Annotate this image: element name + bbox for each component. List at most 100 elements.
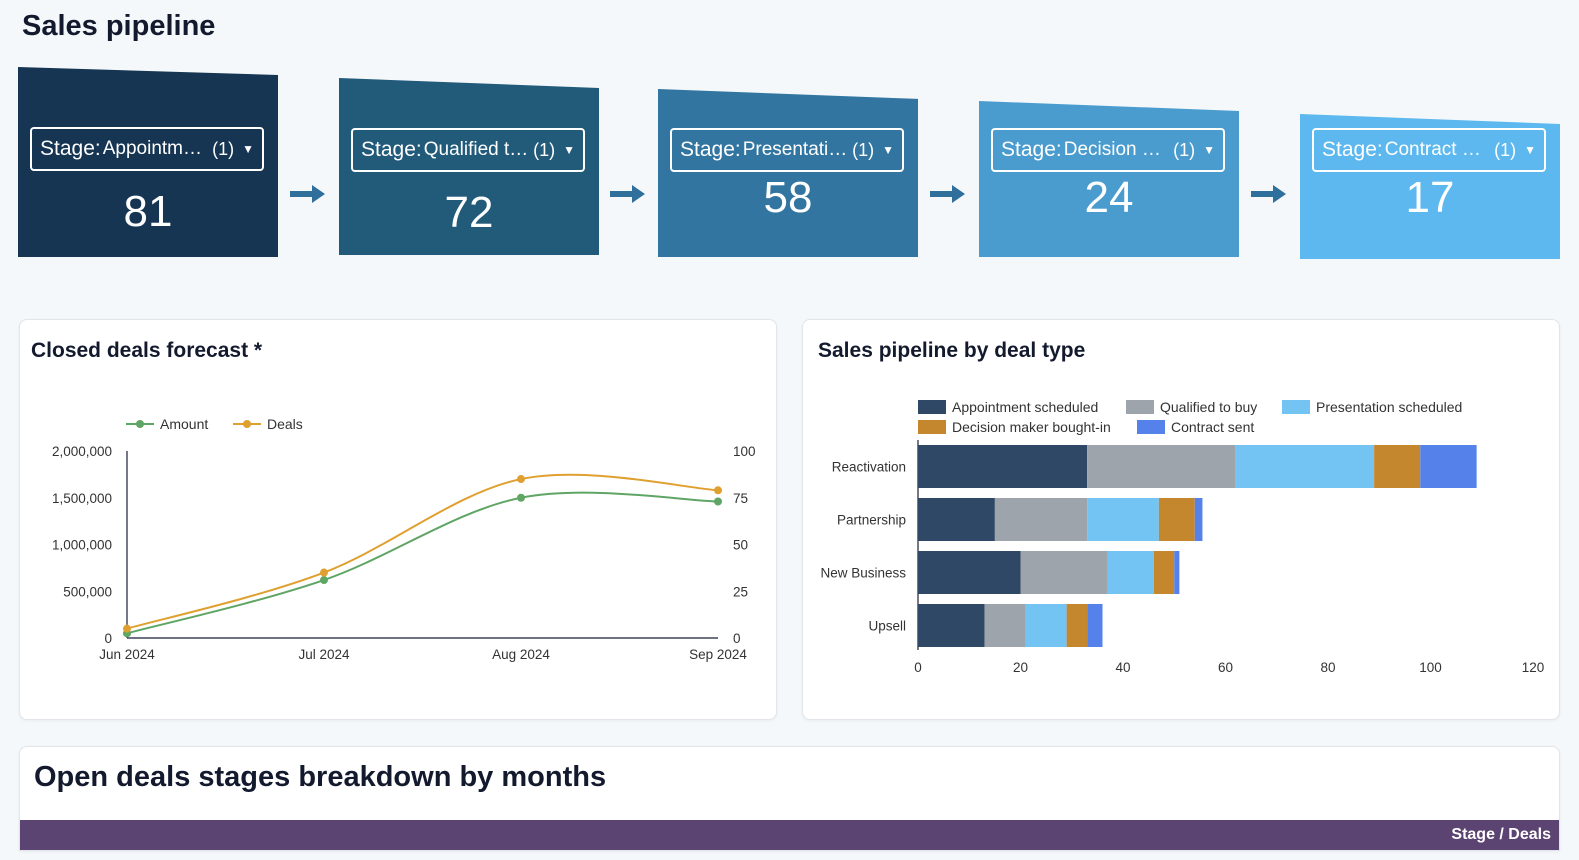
x-tick-label: 80 <box>1320 660 1335 675</box>
stage-card-decision: Stage: Decision … (1) ▼ 24 <box>979 101 1239 257</box>
y-right-tick-label: 0 <box>733 631 741 646</box>
stage-filter-colon: : <box>415 138 422 161</box>
stage-filter-colon: : <box>94 137 101 160</box>
legend-swatch <box>1282 400 1310 414</box>
arrow-right-icon <box>610 185 645 203</box>
deal-type-bar-chart: Appointment scheduled Qualified to buy Pre… <box>820 399 1545 675</box>
bar-segment[interactable] <box>1194 498 1203 541</box>
data-point-deals[interactable] <box>714 486 722 495</box>
legend-item[interactable]: Qualified to buy <box>1126 399 1257 415</box>
data-point-amount[interactable] <box>517 493 525 502</box>
bar-segment[interactable] <box>1087 498 1159 541</box>
stage-filter-colon: : <box>1376 138 1383 161</box>
legend-swatch <box>1137 420 1165 434</box>
legend-marker <box>136 420 144 428</box>
stage-filter-key: Stage <box>1322 138 1377 161</box>
x-tick-label: Jul 2024 <box>298 647 350 662</box>
table-header-stage-deals[interactable]: Stage / Deals <box>20 820 1559 850</box>
legend-item[interactable]: Decision maker bought-in <box>918 419 1111 435</box>
bar-segment[interactable] <box>984 604 1026 647</box>
x-tick-label: Aug 2024 <box>492 647 550 662</box>
forecast-line-chart: Amount Deals 0 500,000 1,000,000 1,500,000 2,0… <box>52 416 756 662</box>
stage-count-value: 24 <box>1084 173 1134 222</box>
open-deals-breakdown-card: Open deals stages breakdown by months St… <box>19 746 1560 851</box>
stage-filter-value: Qualified t… <box>423 139 529 160</box>
stage-filter-colon: : <box>734 138 741 161</box>
bar-segment[interactable] <box>1153 551 1175 594</box>
stage-background <box>18 67 278 257</box>
legend-item-amount[interactable]: Amount <box>126 416 208 432</box>
data-point-deals[interactable] <box>320 568 328 577</box>
bar-segment[interactable] <box>1107 551 1154 594</box>
y-right-tick-label: 50 <box>733 538 748 553</box>
stage-card-appointment: Stage: Appointm… (1) ▼ 81 <box>18 67 278 257</box>
bar-segment[interactable] <box>918 604 985 647</box>
bar-segment[interactable] <box>918 551 1021 594</box>
chevron-down-icon: ▼ <box>1524 143 1536 157</box>
data-point-deals[interactable] <box>123 624 131 633</box>
x-tick-label: Jun 2024 <box>99 647 155 662</box>
bar-segment[interactable] <box>1066 604 1088 647</box>
stage-filter-dropdown[interactable]: Stage: Appointm… (1) ▼ <box>30 127 264 171</box>
data-point-amount[interactable] <box>320 576 328 585</box>
bar-segment[interactable] <box>918 498 995 541</box>
stage-filter-dropdown[interactable]: Stage: Decision … (1) ▼ <box>991 128 1225 172</box>
stage-count-value: 72 <box>444 188 494 237</box>
stage-background <box>339 78 599 255</box>
bar-segment[interactable] <box>1158 498 1195 541</box>
series-line-deals <box>126 473 719 630</box>
legend-label: Decision maker bought-in <box>952 419 1111 435</box>
stage-filter-count: (1) <box>212 138 235 159</box>
bar-segment[interactable] <box>1087 604 1103 647</box>
stage-filter-value: Appointm… <box>102 138 203 159</box>
y-right-tick-label: 25 <box>733 584 748 599</box>
stage-filter-key: Stage <box>361 138 416 161</box>
stage-filter-dropdown[interactable]: Stage: Contract s… (1) ▼ <box>1312 128 1546 172</box>
stage-filter-count: (1) <box>852 139 875 160</box>
chevron-down-icon: ▼ <box>563 143 575 157</box>
legend-label: Contract sent <box>1171 419 1254 435</box>
category-label: Reactivation <box>832 460 906 475</box>
y-left-tick-label: 0 <box>104 631 112 646</box>
bar-segment[interactable] <box>994 498 1088 541</box>
arrow-right-icon <box>930 185 965 203</box>
stage-filter-count: (1) <box>1173 139 1196 160</box>
stage-card-qualified: Stage: Qualified t… (1) ▼ 72 <box>339 78 599 255</box>
stage-card-presentation: Stage: Presentati… (1) ▼ 58 <box>658 89 918 257</box>
bar-segment[interactable] <box>1087 445 1236 488</box>
bar-segment[interactable] <box>1374 445 1421 488</box>
legend-item[interactable]: Appointment scheduled <box>918 399 1098 415</box>
forecast-title: Closed deals forecast * <box>31 339 263 362</box>
stage-filter-count: (1) <box>533 139 556 160</box>
dealtype-title: Sales pipeline by deal type <box>818 339 1086 362</box>
bar-segment[interactable] <box>1174 551 1180 594</box>
stage-card-contract: Stage: Contract s… (1) ▼ 17 <box>1300 114 1560 259</box>
x-tick-label: 120 <box>1522 660 1545 675</box>
category-label: New Business <box>820 566 906 581</box>
data-point-amount[interactable] <box>714 497 722 506</box>
legend-item-deals[interactable]: Deals <box>233 416 303 432</box>
page-title: Sales pipeline <box>22 10 216 42</box>
legend-item[interactable]: Contract sent <box>1137 419 1254 435</box>
bar-segment[interactable] <box>1235 445 1375 488</box>
bar-segment[interactable] <box>1025 604 1067 647</box>
data-point-deals[interactable] <box>517 475 525 484</box>
stage-filter-dropdown[interactable]: Stage: Qualified t… (1) ▼ <box>351 128 585 172</box>
series-line-amount <box>126 491 719 635</box>
x-tick-label: 20 <box>1013 660 1028 675</box>
stage-filter-value: Decision … <box>1063 139 1161 160</box>
bar-segment[interactable] <box>918 445 1088 488</box>
y-left-tick-label: 2,000,000 <box>52 444 112 459</box>
bar-segment[interactable] <box>1420 445 1477 488</box>
deal-type-legend[interactable]: Appointment scheduled Qualified to buy Pre… <box>918 399 1462 435</box>
forecast-legend[interactable]: Amount Deals <box>126 416 303 432</box>
category-label: Partnership <box>837 513 906 528</box>
stage-filter-dropdown[interactable]: Stage: Presentati… (1) ▼ <box>670 128 904 172</box>
x-tick-label: 60 <box>1218 660 1233 675</box>
stage-filter-key: Stage <box>680 138 735 161</box>
stage-filter-value: Presentati… <box>742 139 848 160</box>
stage-filter-key: Stage <box>40 137 95 160</box>
stage-count-value: 81 <box>123 187 173 236</box>
legend-item[interactable]: Presentation scheduled <box>1282 399 1462 415</box>
bar-segment[interactable] <box>1020 551 1108 594</box>
